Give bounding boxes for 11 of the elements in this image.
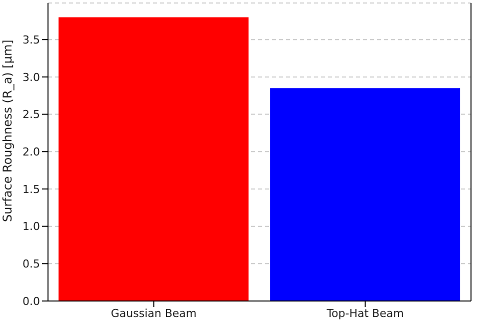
y-tick-label: 0.0 xyxy=(22,294,40,308)
y-tick-label: 2.0 xyxy=(22,146,40,159)
y-tick-label: 1.0 xyxy=(22,220,40,234)
y-tick-label: 1.5 xyxy=(22,182,40,196)
y-axis-title: Surface Roughness (R_a) [μm] xyxy=(0,40,14,222)
y-tick-label: 0.5 xyxy=(22,258,40,271)
y-tick-label: 2.5 xyxy=(22,108,40,122)
x-tick-label: Top-Hat Beam xyxy=(326,306,404,320)
y-tick-label: 3.0 xyxy=(22,70,40,84)
y-tick-label: 3.5 xyxy=(22,34,40,46)
x-tick-label: Gaussian Beam xyxy=(110,306,197,320)
